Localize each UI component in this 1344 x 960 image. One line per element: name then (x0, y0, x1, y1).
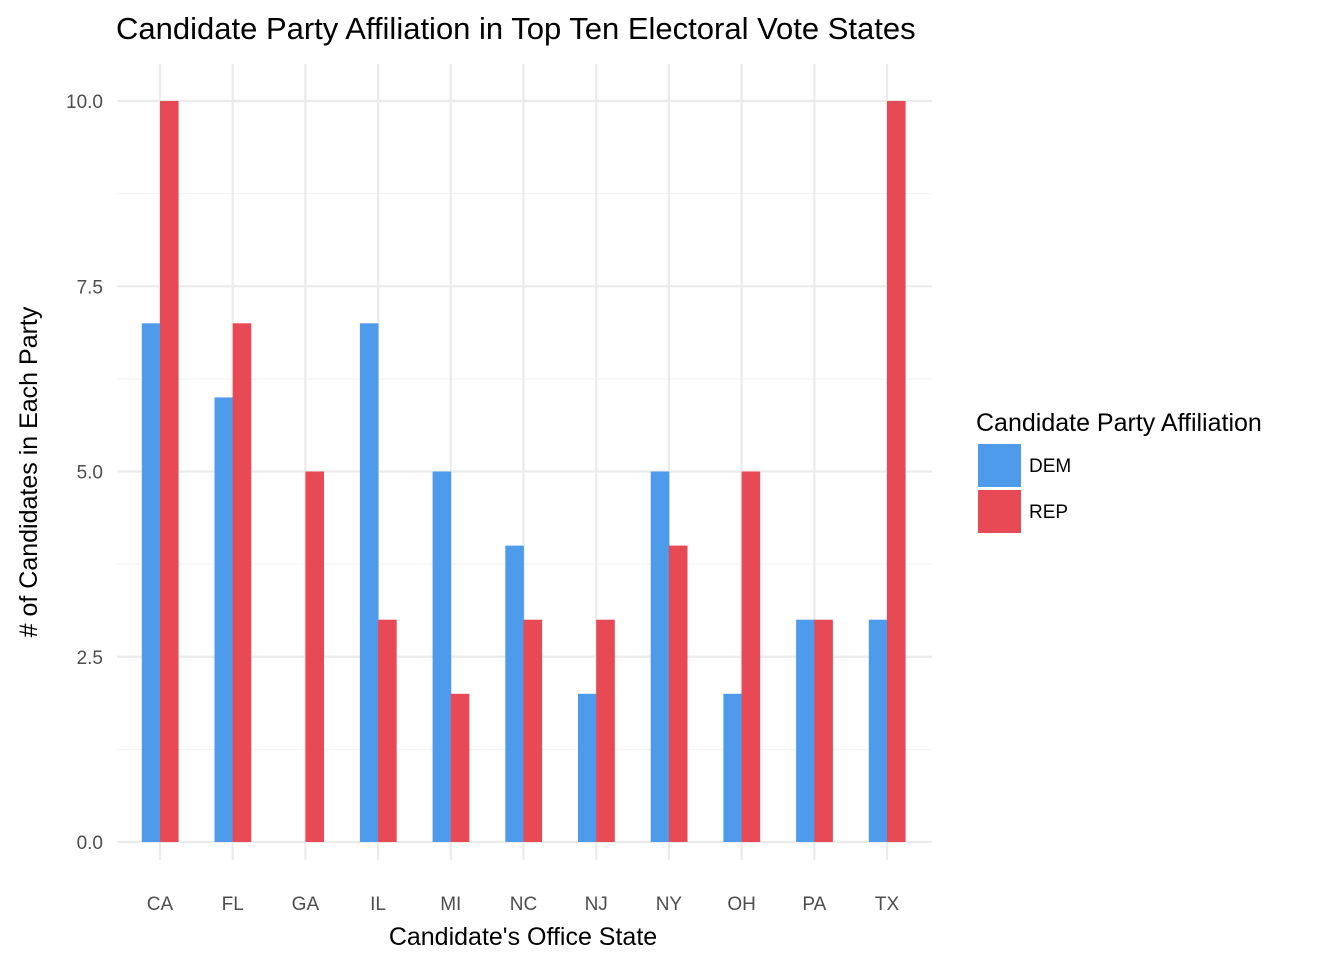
x-axis-title: Candidate's Office State (389, 923, 657, 951)
legend-label-rep: REP (1029, 502, 1068, 523)
x-tick-label: MI (440, 894, 461, 915)
bar-dem-pa (796, 619, 815, 842)
legend-swatch-rep (978, 490, 1021, 533)
legend-label-dem: DEM (1029, 456, 1071, 477)
bar-dem-oh (723, 693, 742, 842)
y-tick-label: 2.5 (77, 648, 103, 669)
legend-swatch-dem (978, 444, 1021, 487)
x-tick-label: NY (656, 894, 683, 915)
bar-dem-nc (505, 545, 524, 842)
legend: Candidate Party Affiliation DEM REP (976, 409, 1262, 533)
y-tick-label: 7.5 (77, 277, 103, 298)
bar-dem-ny (650, 471, 670, 842)
x-tick-label: IL (370, 894, 386, 915)
x-tick-label: PA (802, 894, 826, 915)
x-tick-label: OH (727, 894, 756, 915)
y-tick-label: 0.0 (77, 833, 103, 854)
bar-rep-il (378, 619, 397, 842)
y-axis-title: # of Candidates in Each Party (15, 306, 43, 637)
bar-rep-tx (887, 101, 906, 842)
bars (141, 101, 906, 842)
y-axis-ticks: 0.0 2.5 5.0 7.5 10.0 (66, 92, 103, 854)
x-tick-label: TX (875, 894, 900, 915)
x-tick-label: CA (147, 894, 174, 915)
x-tick-label: NC (510, 894, 537, 915)
x-tick-label: FL (222, 894, 244, 915)
y-tick-label: 10.0 (66, 92, 103, 113)
bar-rep-nc (523, 619, 543, 842)
x-tick-label: NJ (585, 894, 608, 915)
bar-dem-il (359, 323, 379, 842)
bar-rep-ny (668, 545, 688, 842)
bar-rep-ca (160, 101, 179, 842)
x-tick-label: GA (292, 894, 320, 915)
bar-rep-pa (814, 619, 833, 842)
bar-rep-fl (232, 323, 252, 842)
bar-dem-fl (214, 397, 234, 842)
bar-rep-nj (596, 619, 615, 842)
legend-title: Candidate Party Affiliation (976, 409, 1262, 437)
bar-dem-ca (141, 323, 161, 842)
chart-title: Candidate Party Affiliation in Top Ten E… (116, 11, 916, 46)
bar-rep-oh (741, 471, 761, 842)
y-tick-label: 5.0 (77, 463, 103, 484)
bar-dem-tx (868, 619, 888, 842)
bar-rep-mi (450, 693, 470, 842)
bar-dem-nj (578, 693, 597, 842)
bar-dem-mi (432, 471, 452, 842)
bar-rep-ga (305, 471, 324, 842)
x-axis-ticks: CA FL GA IL MI NC NJ NY OH PA TX (147, 894, 900, 915)
